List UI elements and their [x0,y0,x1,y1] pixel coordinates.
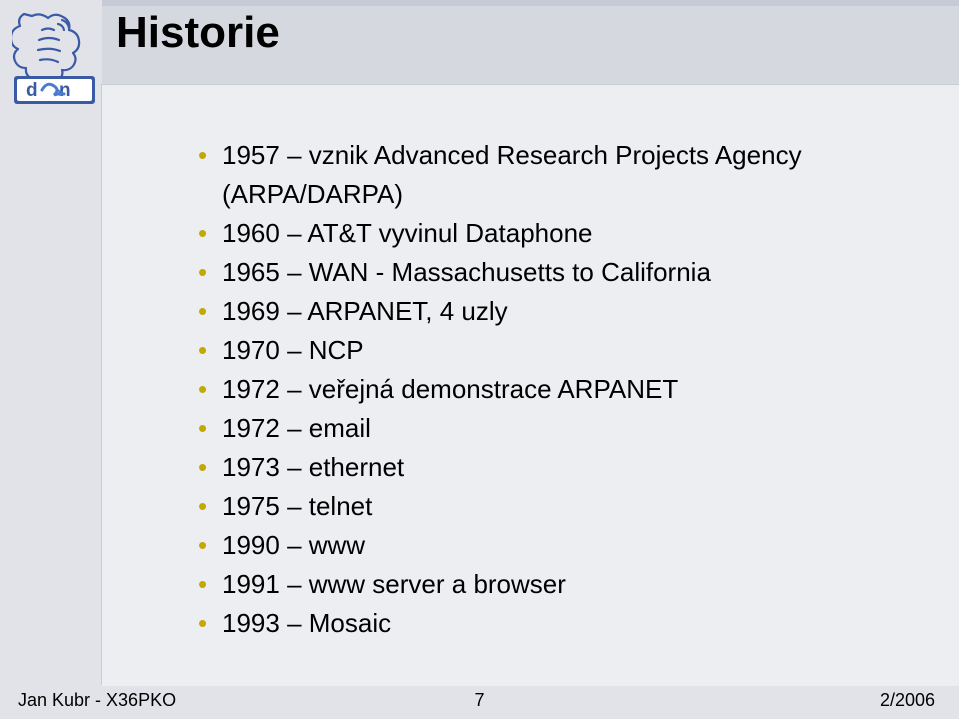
header-band: Historie [102,0,959,84]
list-item: 1960 – AT&T vyvinul Dataphone [198,214,959,253]
list-item: 1957 – vznik Advanced Research Projects … [198,136,959,214]
list-item: 1972 – veřejná demonstrace ARPANET [198,370,959,409]
footer-right: 2/2006 [880,690,935,711]
list-item: 1975 – telnet [198,487,959,526]
bullet-list: 1957 – vznik Advanced Research Projects … [158,136,959,643]
svg-text:n: n [59,80,71,101]
svg-text:d: d [26,80,38,101]
footer-page-number: 7 [0,690,959,711]
panel-separator [101,84,102,685]
slide-footer: Jan Kubr - X36PKO 7 2/2006 [0,685,959,719]
list-item: 1973 – ethernet [198,448,959,487]
list-item: 1972 – email [198,409,959,448]
list-item: 1993 – Mosaic [198,604,959,643]
header-accent-bar [102,0,959,6]
slide-logo: d n [12,10,97,110]
list-item: 1969 – ARPANET, 4 uzly [198,292,959,331]
list-item: 1990 – www [198,526,959,565]
left-band: d n [0,0,102,719]
list-item: 1991 – www server a browser [198,565,959,604]
list-item: 1965 – WAN - Massachusetts to California [198,253,959,292]
list-item: 1970 – NCP [198,331,959,370]
slide-title: Historie [116,8,280,58]
